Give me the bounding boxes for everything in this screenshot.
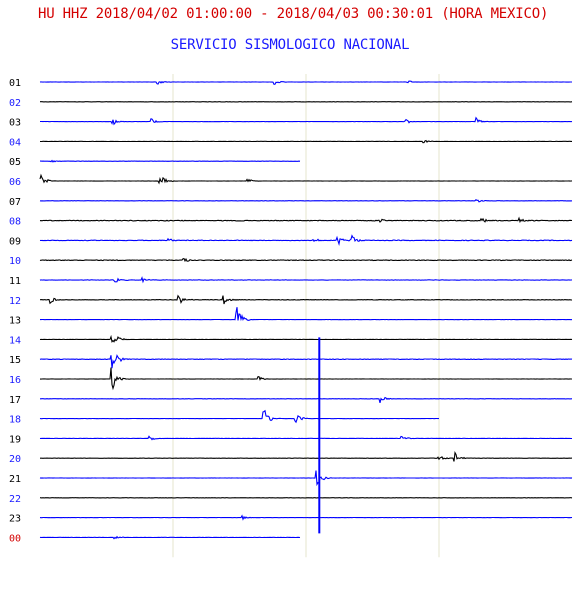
hour-label-08: 08 [9, 217, 21, 228]
hour-label-04: 04 [9, 137, 21, 148]
hour-label-11: 11 [9, 276, 21, 287]
hour-label-03: 03 [9, 118, 21, 129]
hour-label-18: 18 [9, 415, 21, 426]
hour-label-10: 10 [9, 256, 21, 267]
grid-lines [173, 74, 439, 557]
hour-label-01: 01 [9, 78, 21, 89]
hour-label-20: 20 [9, 454, 21, 465]
hour-labels: 01 02 03 04 05 06 07 08 09 10 11 12 13 14 15 16 17 18 19 20… [9, 78, 21, 544]
hour-label-22: 22 [9, 494, 21, 505]
hour-label-21: 21 [9, 474, 21, 485]
hour-label-07: 07 [9, 197, 21, 208]
hour-label-13: 13 [9, 316, 21, 327]
hour-label-17: 17 [9, 395, 21, 406]
hour-label-06: 06 [9, 177, 21, 188]
trace-18 [40, 411, 439, 422]
hour-label-12: 12 [9, 296, 21, 307]
hour-label-05: 05 [9, 157, 21, 168]
trace-05 [40, 161, 300, 162]
trace-00 [40, 537, 300, 539]
hour-label-16: 16 [9, 375, 21, 386]
hour-label-19: 19 [9, 434, 21, 445]
hour-label-14: 14 [9, 335, 21, 346]
hour-label-15: 15 [9, 355, 21, 366]
hour-label-23: 23 [9, 514, 21, 525]
hour-label-02: 02 [9, 98, 21, 109]
hour-label-00: 00 [9, 533, 21, 544]
hour-label-09: 09 [9, 236, 21, 247]
